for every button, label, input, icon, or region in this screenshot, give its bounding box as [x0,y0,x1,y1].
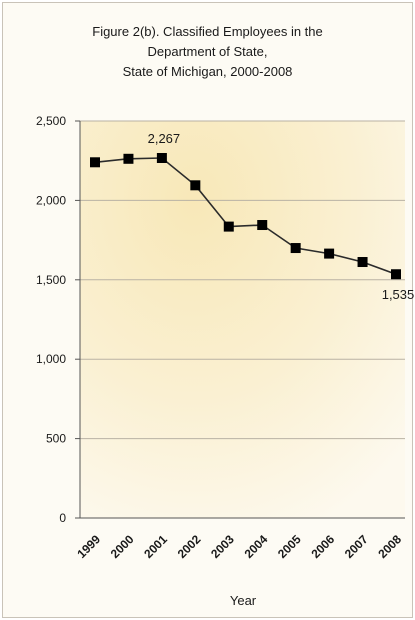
x-tick-label: 2002 [175,532,204,561]
y-tick-label: 500 [46,432,66,446]
plot-area [80,121,405,518]
x-tick-label: 2007 [342,532,371,561]
grid-lines [80,120,405,440]
y-tick-label: 0 [59,511,66,525]
chart-title-line-2: Department of State, [147,44,268,59]
x-tick-label: 2003 [208,532,237,561]
data-point-marker [90,157,100,168]
y-tick-label: 1,500 [36,273,66,287]
data-point-marker [156,153,167,164]
series-line [94,157,397,275]
data-point-marker [190,180,201,191]
axes [75,120,405,519]
data-point-marker [391,269,401,280]
series-layer [90,153,401,280]
x-tick-label: 2001 [141,532,170,561]
x-tick-label: 1999 [74,532,103,561]
data-point-marker [257,220,268,231]
data-point-marker [357,257,368,268]
data-point-marker [223,221,234,232]
y-tick-label: 2,500 [36,114,66,128]
y-tick-label: 2,000 [36,193,66,207]
data-labels: 2,267 1,535 [148,131,415,302]
data-label: 1,535 [382,287,415,302]
data-label: 2,267 [148,131,181,146]
chart-title-line-3: State of Michigan, 2000-2008 [122,64,293,79]
x-tick-label: 2004 [242,532,271,561]
chart-title-line-1: Figure 2(b). Classified Employees in the [92,24,323,39]
x-tick-label: 2000 [108,532,137,561]
chart-title: Figure 2(b). Classified Employees in the… [0,22,415,82]
data-point-marker [324,248,335,259]
data-point-marker [123,153,134,164]
x-axis-label: Year [230,593,257,608]
x-tick-label: 2008 [375,532,404,561]
x-tick-label: 2005 [275,532,304,561]
x-tick-label: 2006 [308,532,337,561]
x-tick-labels: 1999 2000 2001 2002 2003 2004 2005 2006 2007 2008 [74,532,404,561]
y-tick-labels: 0 500 1,000 1,500 2,000 2,500 [36,114,66,525]
data-point-marker [290,243,301,254]
y-tick-label: 1,000 [36,352,66,366]
